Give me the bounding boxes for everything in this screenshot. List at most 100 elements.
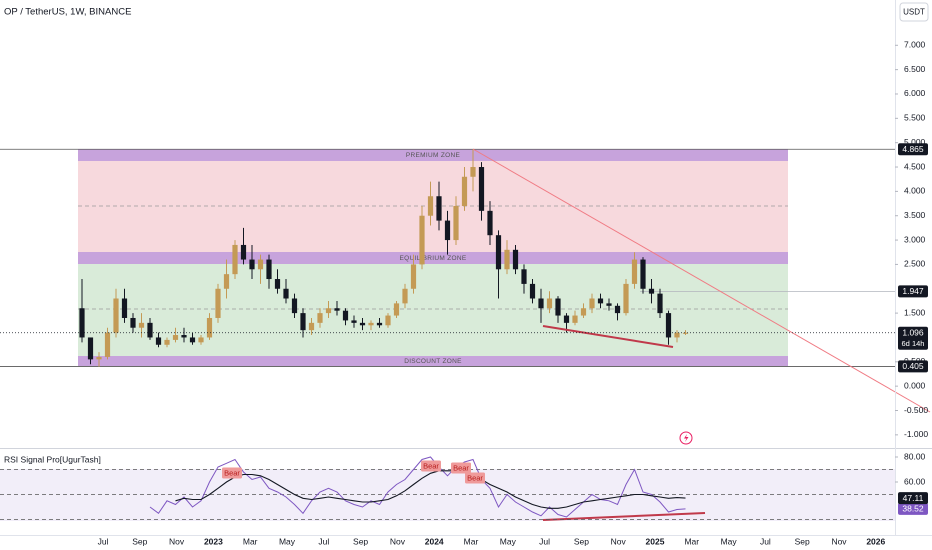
candle-body [308,322,315,331]
candle-body [436,196,442,221]
y-tick-label: 3.500 [904,210,926,220]
y-tick-label: 2.500 [904,259,926,269]
y-tick-label: -0.500 [904,405,928,415]
y-tick-label: 3.000 [904,234,926,244]
y-tick-label: 4.000 [904,186,926,196]
x-tick-label: Nov [831,536,847,546]
candle-body [521,269,527,284]
y-tick-label: 5.000 [904,137,926,147]
candle-body [189,337,196,343]
candle-body [334,308,340,311]
trendline [472,148,931,413]
rsi-badge [898,502,928,515]
chart-title: OP / TetherUS, 1W, BINANCE [4,7,131,18]
rsi-tick-label: 60.00 [904,476,926,486]
zone-label: EQUILIBRIUM ZONE [400,255,467,262]
price-badge [898,326,928,350]
x-tick-label: Nov [390,536,406,546]
candle-body [461,176,468,206]
candle-body [623,283,629,314]
candle-body [580,308,587,316]
candle-body [606,303,612,306]
candle-body [351,320,357,323]
candle-body [538,298,544,309]
candle-body [257,259,264,270]
candle-body [444,220,451,241]
price-badge-label: 0.405 [902,361,924,371]
rsi-badge [898,492,928,505]
x-tick-label: Jul [318,536,329,546]
alert-icon[interactable] [679,431,693,445]
candle-body [495,235,502,270]
indicator-title: RSI Signal Pro[UgurTash] [4,454,101,464]
y-tick-label: -1.000 [904,429,928,439]
price-badge-label: 1.096 [902,328,924,338]
y-tick-label: 0.000 [904,380,926,390]
x-tick-label: May [279,536,296,546]
candle-body [614,305,621,314]
x-tick-label: May [721,536,738,546]
candle-body [249,259,255,270]
candles [79,149,689,367]
rsi-line [149,456,686,518]
candle-body [121,298,128,318]
candle-body [589,298,595,309]
x-tick-label: Mar [464,536,479,546]
bear-signal [465,472,485,484]
candle-body [512,249,519,270]
rsi-tick-label: 80.00 [904,451,926,461]
y-tick-label: 7.000 [904,40,926,50]
candle-body [325,308,332,314]
candle-body [427,196,434,216]
candle-body [487,210,493,236]
candle-body [682,332,689,334]
discount-area [78,264,788,356]
currency-label[interactable]: USDT [903,8,925,17]
zone-label: DISCOUNT ZONE [404,358,462,365]
y-tick-label: 5.500 [904,113,926,123]
zone-label: PREMIUM ZONE [406,152,461,159]
x-tick-label: Jul [98,536,109,546]
y-tick-label: 1.500 [904,307,926,317]
candle-body [130,317,136,328]
candle-body [368,322,374,326]
y-tick-label: 4.500 [904,161,926,171]
bear-signal-label: Bear [453,463,469,472]
equilibrium-band [78,252,788,264]
candle-body [563,315,570,323]
candle-body [648,288,655,294]
candle-body [419,215,425,265]
candle-body [393,303,400,316]
discount-band [78,356,788,366]
candle-body [342,310,349,321]
candle-body [283,288,289,299]
candle-body [546,298,553,309]
x-tick-label: Sep [795,536,810,546]
currency-button[interactable]: USDT [899,2,929,22]
price-badge [898,360,928,373]
divergence-line [542,325,674,348]
candle-body [597,298,604,304]
levels [0,148,895,367]
candle-body [266,259,272,280]
candle-body [631,259,638,284]
candle-body [640,259,646,289]
candle-body [572,315,578,323]
x-tick-label: Nov [611,536,627,546]
countdown: 6d 14h [902,339,925,348]
rsi-divergence [542,512,706,521]
x-tick-label: Mar [684,536,699,546]
rsi-band [0,469,895,521]
candle-body [359,322,366,326]
candle-body [291,298,298,314]
y-tick-label: 6.000 [904,88,926,98]
candle-body [665,313,672,338]
axes: 7.000 6.500 6.000 5.500 5.000 4.500 4.000 3.500… [98,40,929,547]
x-tick-label: 2026 [866,536,885,546]
price-badge [898,143,928,156]
candle-body [215,288,221,318]
candle-body [529,283,536,299]
candle-body [232,244,238,275]
